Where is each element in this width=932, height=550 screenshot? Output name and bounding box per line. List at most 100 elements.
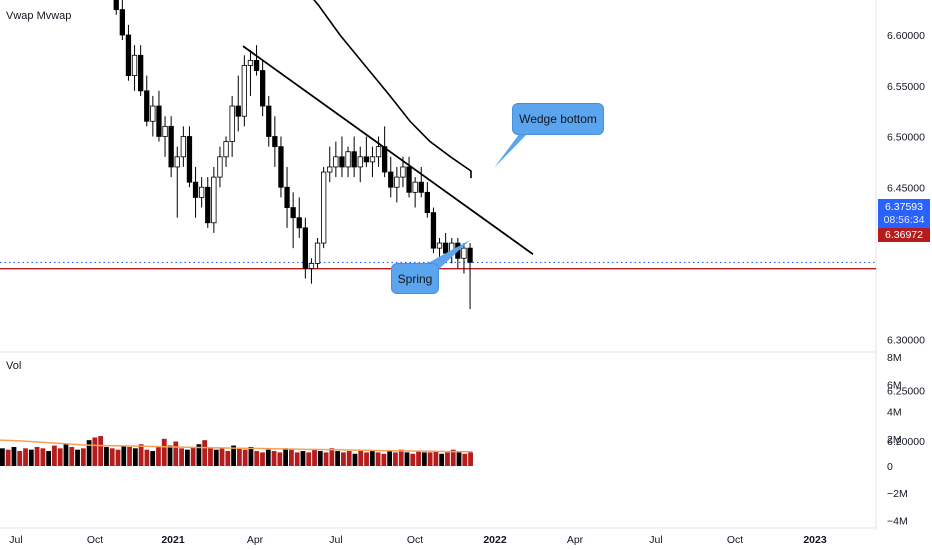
- volume-tick-label: 8M: [887, 352, 902, 364]
- volume-bar: [57, 448, 63, 466]
- candle-body: [278, 146, 284, 188]
- countdown-value: 08:56:34: [883, 214, 925, 226]
- candle-body: [113, 0, 119, 11]
- candle-body: [119, 9, 125, 36]
- price-tick-label: 6.55000: [887, 81, 925, 93]
- time-tick-label: Oct: [727, 534, 743, 546]
- candle-body: [357, 156, 363, 168]
- volume-bar: [335, 451, 341, 466]
- volume-bar: [289, 449, 294, 466]
- time-tick-label: Apr: [567, 534, 584, 546]
- volume-bar: [11, 446, 17, 466]
- time-tick-label: Oct: [407, 534, 423, 546]
- candle-body: [247, 59, 254, 66]
- volume-bar: [40, 448, 46, 466]
- volume-bar: [236, 448, 242, 466]
- price-tick-label: 6.20000: [887, 436, 925, 448]
- volume-bar: [28, 449, 34, 466]
- level-price-tag: 6.36972: [878, 228, 930, 242]
- volume-bar: [450, 449, 456, 466]
- volume-tick-label: 4M: [887, 407, 902, 419]
- volume-bar: [167, 445, 173, 466]
- volume-tick-label: −4M: [887, 515, 908, 527]
- candle-body: [125, 34, 132, 76]
- candle-body: [369, 156, 376, 163]
- candle-body: [259, 70, 266, 107]
- candle-body: [351, 151, 357, 168]
- volume-bar: [416, 451, 421, 466]
- mvwap-curve: [312, 0, 472, 179]
- volume-bar: [69, 446, 75, 466]
- volume-bar: [398, 449, 404, 466]
- candle-body: [314, 242, 321, 264]
- candle-body: [205, 186, 211, 224]
- candle-body: [406, 166, 412, 193]
- volume-bar: [427, 452, 433, 466]
- volume-bar: [0, 448, 5, 466]
- candle-body: [363, 156, 370, 163]
- volume-bar: [115, 449, 121, 466]
- volume-bar: [381, 453, 387, 466]
- volume-bar: [393, 452, 398, 466]
- volume-bar: [254, 451, 260, 466]
- volume-bar: [375, 452, 381, 466]
- price-tick-label: 6.45000: [887, 182, 925, 194]
- candle-body: [296, 217, 302, 229]
- wedge-bottom-callout: Wedge bottom: [512, 103, 604, 135]
- candle-body: [345, 151, 351, 168]
- price-tick-label: 6.60000: [887, 30, 925, 42]
- time-tick-label: Jul: [649, 534, 662, 546]
- volume-bar: [219, 448, 225, 466]
- volume-tick-label: 2M: [887, 434, 902, 446]
- volume-bar: [445, 452, 450, 466]
- candle-body: [156, 105, 162, 137]
- candle-body: [235, 105, 241, 117]
- candle-body: [284, 186, 290, 208]
- candle-body: [192, 181, 199, 198]
- volume-bar: [17, 451, 23, 466]
- volume-bar: [75, 449, 80, 466]
- volume-bar: [196, 444, 202, 466]
- candle-body: [412, 181, 418, 193]
- time-tick-label: Jul: [329, 534, 342, 546]
- volume-bar: [86, 440, 92, 466]
- candle-body: [229, 105, 235, 142]
- time-tick-label: Oct: [87, 534, 103, 546]
- volume-bar: [92, 437, 98, 466]
- candle-body: [388, 171, 394, 188]
- volume-bar: [410, 453, 416, 466]
- candle-body: [180, 136, 187, 158]
- spring-callout: Spring: [391, 263, 439, 294]
- time-tick-label: Jul: [9, 534, 22, 546]
- volume-bar: [202, 440, 208, 466]
- volume-bar: [271, 451, 277, 466]
- volume-bar: [104, 446, 109, 466]
- candle-body: [418, 181, 424, 193]
- volume-tick-label: 6M: [887, 379, 902, 391]
- volume-ma-line: [0, 439, 473, 453]
- volume-bar: [306, 452, 312, 466]
- volume-bar: [132, 448, 138, 466]
- candle-body: [144, 90, 150, 122]
- candle-body: [339, 156, 345, 168]
- candle-body: [461, 247, 467, 259]
- candle-body: [211, 176, 217, 224]
- volume-label: Vol: [6, 360, 22, 372]
- volume-bar: [317, 451, 323, 466]
- volume-bar: [433, 451, 439, 466]
- current-price-value: 6.37593: [885, 201, 923, 213]
- candle-body: [308, 262, 315, 269]
- candle-body: [302, 227, 309, 269]
- candle-body: [400, 166, 406, 178]
- volume-bar: [80, 448, 86, 466]
- volume-bar: [352, 453, 358, 466]
- candle-body: [394, 176, 400, 188]
- time-tick-label: 2023: [803, 534, 827, 546]
- price-tick-label: 6.25000: [887, 385, 925, 397]
- candle-body: [131, 54, 138, 76]
- volume-bar: [277, 452, 283, 466]
- volume-bar: [265, 449, 271, 466]
- volume-bar: [121, 445, 127, 466]
- volume-bar: [213, 449, 219, 466]
- volume-bar: [5, 449, 11, 466]
